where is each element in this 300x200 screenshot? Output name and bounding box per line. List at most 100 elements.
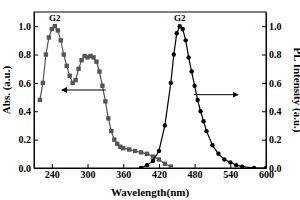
tick: 360 bbox=[116, 164, 131, 180]
tick: 0.0 bbox=[262, 163, 282, 174]
y-axis: 0.0 0.2 0.4 0.6 0.8 1.0 bbox=[19, 13, 39, 174]
marker bbox=[216, 152, 220, 156]
tick-label: 0.6 bbox=[269, 78, 282, 89]
marker bbox=[234, 163, 238, 167]
tick-mark bbox=[123, 164, 124, 168]
y2-axis-line bbox=[266, 13, 267, 169]
marker bbox=[195, 98, 199, 102]
tick-label: 0.8 bbox=[269, 49, 282, 60]
tick-mark bbox=[262, 111, 266, 112]
tick-label: 360 bbox=[116, 169, 131, 180]
tick: 480 bbox=[188, 164, 203, 180]
tick-mark bbox=[262, 26, 266, 27]
tick-label: 0.2 bbox=[269, 134, 282, 145]
tick: 0.6 bbox=[19, 78, 39, 89]
tick-mark bbox=[159, 164, 160, 168]
marker bbox=[47, 35, 51, 39]
marker bbox=[139, 166, 143, 168]
tick-mark bbox=[34, 55, 38, 56]
marker bbox=[41, 81, 45, 85]
tick-label: 0.8 bbox=[19, 49, 32, 60]
x-axis: 240300360420480540600 bbox=[35, 164, 275, 180]
x-axis-title: Wavelength(nm) bbox=[111, 186, 190, 199]
annotation: G2 bbox=[49, 13, 61, 23]
tick-mark bbox=[34, 168, 38, 169]
tick-mark bbox=[262, 55, 266, 56]
tick: 0.8 bbox=[19, 49, 39, 60]
marker bbox=[67, 74, 71, 78]
marker bbox=[109, 129, 113, 133]
marker bbox=[100, 84, 104, 88]
tick-mark bbox=[52, 164, 53, 168]
marker bbox=[62, 52, 66, 56]
chart: 2403003604204805406000.00.20.40.60.81.00… bbox=[0, 0, 300, 200]
marker bbox=[73, 78, 77, 82]
marker bbox=[181, 27, 185, 31]
tick-label: 300 bbox=[81, 169, 96, 180]
marker bbox=[133, 149, 137, 153]
marker bbox=[157, 157, 161, 161]
tick: 1.0 bbox=[19, 21, 39, 32]
marker bbox=[204, 129, 208, 133]
tick: 300 bbox=[81, 164, 96, 180]
tick-label: 0.2 bbox=[19, 134, 32, 145]
tick: 0.0 bbox=[19, 163, 39, 174]
plot-area bbox=[38, 24, 266, 168]
marker bbox=[163, 123, 167, 127]
marker bbox=[121, 146, 125, 150]
marker bbox=[192, 84, 196, 88]
tick: 0.2 bbox=[262, 134, 282, 145]
tick-label: 480 bbox=[188, 169, 203, 180]
marker bbox=[183, 38, 187, 42]
marker bbox=[169, 81, 173, 85]
marker bbox=[189, 69, 193, 73]
tick: 0.4 bbox=[19, 106, 39, 117]
marker bbox=[106, 116, 110, 120]
tick-label: 240 bbox=[45, 169, 60, 180]
marker bbox=[112, 137, 116, 141]
marker bbox=[127, 147, 131, 151]
series-line bbox=[141, 26, 266, 168]
tick: 420 bbox=[152, 164, 167, 180]
marker bbox=[175, 31, 179, 35]
marker bbox=[38, 98, 42, 102]
series-line bbox=[40, 26, 171, 166]
marker bbox=[169, 164, 173, 168]
marker bbox=[103, 99, 107, 103]
marker bbox=[172, 52, 176, 56]
marker bbox=[201, 119, 205, 123]
tick-label: 1.0 bbox=[269, 21, 282, 32]
tick-mark bbox=[34, 83, 38, 84]
tick-label: 0.4 bbox=[19, 106, 32, 117]
tick: 0.2 bbox=[19, 134, 39, 145]
tick: 0.8 bbox=[262, 49, 282, 60]
marker bbox=[94, 59, 98, 63]
tick-mark bbox=[34, 26, 38, 27]
marker bbox=[56, 28, 60, 32]
marker bbox=[252, 166, 256, 168]
tick-mark bbox=[262, 168, 266, 169]
y2-axis: 0.0 0.2 0.4 0.6 0.8 1.0 bbox=[262, 13, 282, 174]
tick: 1.0 bbox=[262, 21, 282, 32]
tick-label: 0.4 bbox=[269, 106, 282, 117]
marker bbox=[91, 55, 95, 59]
marker bbox=[151, 159, 155, 163]
marker bbox=[240, 164, 244, 168]
marker bbox=[53, 24, 57, 28]
tick-label: 0.0 bbox=[19, 163, 32, 174]
tick-label: 1.0 bbox=[19, 21, 32, 32]
tick-label: 540 bbox=[223, 169, 238, 180]
marker bbox=[65, 64, 69, 68]
marker bbox=[228, 160, 232, 164]
tick-label: 0.6 bbox=[19, 78, 32, 89]
y-axis-title: Abs. (a.u.) bbox=[0, 66, 13, 115]
marker bbox=[97, 69, 101, 73]
tick: 0.6 bbox=[262, 78, 282, 89]
annotation: G2 bbox=[174, 13, 186, 23]
tick-mark bbox=[88, 164, 89, 168]
arrow bbox=[194, 94, 238, 95]
marker bbox=[145, 163, 149, 167]
marker bbox=[139, 150, 143, 154]
marker bbox=[76, 67, 80, 71]
marker bbox=[186, 55, 190, 59]
